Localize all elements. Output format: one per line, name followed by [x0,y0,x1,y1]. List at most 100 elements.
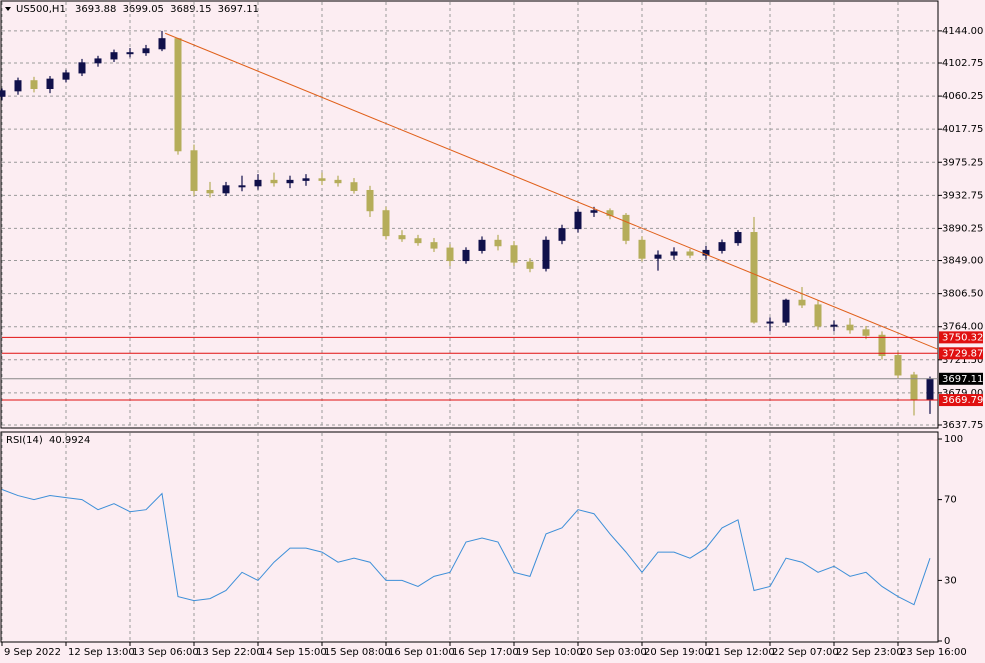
candle-body [126,52,134,55]
candle-body [142,48,150,54]
y-tick-label: 30 [944,575,957,586]
y-tick-label: 3890.25 [942,223,983,234]
candle-body [574,211,582,230]
trendline [165,32,939,350]
rsi-header: RSI(14) 40.9924 [6,435,90,446]
x-tick-label: 16 Sep 01:00 [388,647,455,658]
x-tick-label: 9 Sep 2022 [4,647,61,658]
candle-body [254,179,262,187]
x-tick-label: 13 Sep 06:00 [132,647,199,658]
x-tick-label: 22 Sep 07:00 [772,647,839,658]
level-label: 3750.32 [942,332,983,343]
candle-body [158,38,166,50]
candle-body [830,324,838,327]
candle-body [206,189,214,194]
candle-body [478,239,486,251]
candle-body [318,178,326,181]
header-high: 3699.05 [123,4,164,15]
candle-body [926,378,934,401]
last-price-tag [939,372,983,385]
last-price-label: 3697.11 [942,374,983,385]
y-tick-label: 4144.00 [942,26,983,37]
x-tick-label: 19 Sep 10:00 [516,647,583,658]
candle-body [110,52,118,60]
candle-body [814,304,822,327]
x-tick-label: 20 Sep 03:00 [580,647,647,658]
candle-body [894,355,902,376]
candle-body [462,249,470,262]
chart-title: US500,H1 [16,4,66,15]
y-tick-label: 3975.25 [942,157,983,168]
level-tag [939,347,983,360]
candle-body [766,321,774,324]
header-open: 3693.88 [75,4,116,15]
rsi-value: 40.9924 [49,435,90,446]
y-tick-label: 3637.75 [942,420,983,431]
candle-body [398,235,406,240]
candle-body [718,242,726,251]
candle-body [686,251,694,256]
candle-body [878,334,886,357]
candle-body [798,299,806,306]
candle-body [414,238,422,244]
candle-body [30,80,38,90]
x-tick-label: 21 Sep 12:00 [708,647,775,658]
candle-body [382,210,390,237]
candle-body [526,261,534,269]
y-tick-label: 3764.00 [942,322,983,333]
level-tag [939,331,983,344]
candle-body [670,251,678,256]
level-label: 3669.79 [942,395,983,406]
candle-body [174,38,182,152]
y-tick-label: 4060.25 [942,91,983,102]
candle-body [286,179,294,184]
y-tick-label: 4102.75 [942,58,983,69]
candle-body [302,178,310,181]
candle-body [14,80,22,92]
level-label: 3729.87 [942,348,983,359]
y-tick-label: 3849.00 [942,256,983,267]
level-tag [939,394,983,407]
candle-body [590,210,598,213]
x-tick-label: 20 Sep 19:00 [644,647,711,658]
candle-body [430,242,438,249]
y-tick-label: 3932.75 [942,190,983,201]
candle-body [542,239,550,269]
candle-body [782,299,790,323]
candle-body [558,228,566,241]
candle-body [270,179,278,184]
x-tick-label: 22 Sep 23:00 [836,647,903,658]
candle-body [638,239,646,259]
chart-header: US500,H1 3693.88 3699.05 3689.15 3697.11 [16,4,259,15]
candle-body [510,245,518,263]
candle-body [494,239,502,247]
x-tick-label: 14 Sep 15:00 [260,647,327,658]
candle-body [622,214,630,241]
candle-body [750,232,758,323]
x-tick-label: 15 Sep 08:00 [324,647,391,658]
rsi-panel [0,431,939,643]
candle-body [222,185,230,194]
price-panel [0,0,939,429]
rsi-title: RSI(14) [6,435,43,446]
candle-body [350,182,358,191]
x-tick-label: 16 Sep 17:00 [452,647,519,658]
y-tick-label: 4017.75 [942,124,983,135]
x-tick-label: 23 Sep 16:00 [900,647,967,658]
y-tick-label: 3721.50 [942,355,983,366]
candle-body [94,58,102,64]
y-tick-label: 100 [944,434,963,445]
candle-body [238,185,246,188]
candle-body [862,329,870,336]
candle-body [78,62,86,74]
candle-body [0,90,6,97]
candle-body [654,254,662,259]
y-tick-label: 0 [944,636,950,647]
candle-body [190,150,198,191]
header-close: 3697.11 [218,4,259,15]
candle-body [334,179,342,184]
menu-icon[interactable] [5,7,11,11]
x-tick-label: 13 Sep 22:00 [196,647,263,658]
candle-body [846,324,854,331]
